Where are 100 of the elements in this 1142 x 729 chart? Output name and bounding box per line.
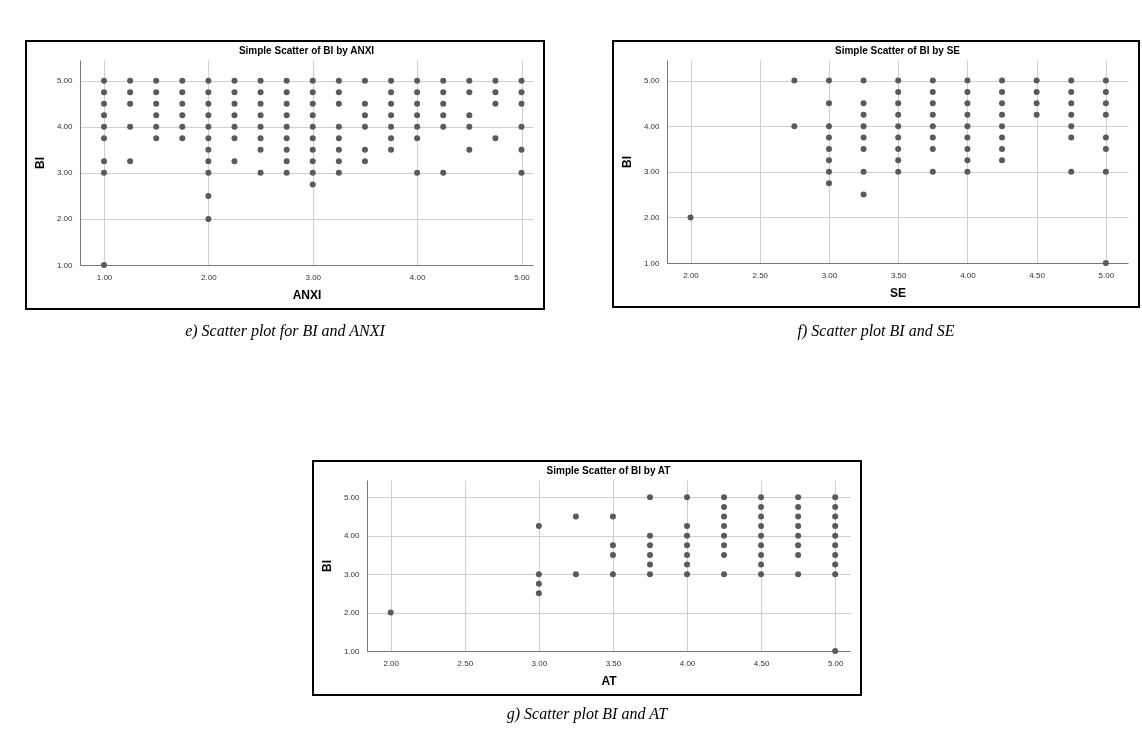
y-tick-label: 4.00 [343,531,361,541]
x-tick-label: 4.00 [409,272,426,282]
x-tick-label: 4.50 [1029,270,1046,280]
y-tick-label: 1.00 [643,258,661,268]
point [646,551,653,558]
point [832,523,839,530]
x-tick-label: 2.00 [201,272,218,282]
text: g) Scatter plot BI and AT [505,705,669,723]
x-axis-title: ANXI [292,287,322,302]
point [684,494,691,501]
point [684,571,691,578]
point [795,523,802,530]
x-tick-label: 4.50 [753,658,770,668]
point [684,542,691,549]
x-tick-label: 1.00 [96,272,113,282]
point [758,551,765,558]
y-axis-title: BI [319,560,334,572]
point [758,532,765,539]
chart-title: Simple Scatter of BI by SE [834,45,961,56]
x-tick-label: 4.00 [679,658,696,668]
point [646,532,653,539]
point [832,542,839,549]
point [721,542,728,549]
y-tick-label: 4.00 [643,121,661,131]
point [609,542,616,549]
point [758,503,765,510]
text: f) Scatter plot BI and SE [796,322,956,340]
point [684,523,691,530]
x-tick-label: 5.00 [1098,270,1115,280]
y-tick-label: 3.00 [56,168,74,178]
point [646,561,653,568]
point [535,571,542,578]
point [832,561,839,568]
point [832,513,839,520]
point [721,532,728,539]
point [609,571,616,578]
x-axis-title: SE [889,285,907,300]
point [832,503,839,510]
x-tick-label: 3.00 [821,270,838,280]
x-tick-label: 2.00 [683,270,700,280]
point [684,561,691,568]
x-tick-label: 2.00 [383,658,400,668]
point [795,532,802,539]
text: e) Scatter plot for BI and ANXI [184,322,387,340]
point [832,551,839,558]
y-tick-label: 5.00 [643,76,661,86]
y-tick-label: 2.00 [56,214,74,224]
point [795,542,802,549]
x-tick-label: 3.50 [605,658,622,668]
y-axis-title: BI [619,156,634,168]
chart-title: Simple Scatter of BI by AT [546,465,671,476]
x-tick-label: 2.50 [752,270,769,280]
point [758,523,765,530]
point [646,571,653,578]
point [646,542,653,549]
point [795,494,802,501]
point [758,571,765,578]
point [795,513,802,520]
point [721,571,728,578]
point [721,503,728,510]
point [684,551,691,558]
point [572,571,579,578]
point [721,523,728,530]
point [387,609,394,616]
x-tick-label: 3.50 [890,270,908,280]
y-tick-label: 1.00 [343,646,361,656]
y-tick-label: 4.00 [56,122,74,132]
x-axis-title: AT [601,673,618,688]
point [572,513,579,520]
y-tick-label: 1.00 [56,260,74,270]
point [795,571,802,578]
y-tick-label: 2.00 [343,608,361,618]
x-tick-label: 3.00 [531,658,548,668]
chart-title: Simple Scatter of BI by ANXI [238,45,375,56]
point [721,494,728,501]
point [795,503,802,510]
x-tick-label: 4.00 [960,270,977,280]
point [758,513,765,520]
y-tick-label: 3.00 [643,167,661,177]
point [535,523,542,530]
point [758,561,765,568]
point [832,532,839,539]
point [832,571,839,578]
y-tick-label: 2.00 [643,212,661,222]
point [535,580,542,587]
point [832,494,839,501]
x-tick-label: 5.00 [514,272,531,282]
x-tick-label: 3.00 [305,272,322,282]
point [795,551,802,558]
point [721,513,728,520]
point [684,532,691,539]
point [832,648,839,654]
y-tick-label: 5.00 [56,76,74,86]
x-tick-label: 2.50 [457,658,474,668]
y-tick-label: 5.00 [343,492,361,502]
point [609,551,616,558]
point [609,513,616,520]
y-tick-label: 3.00 [343,569,361,579]
point [535,590,542,597]
point [758,542,765,549]
